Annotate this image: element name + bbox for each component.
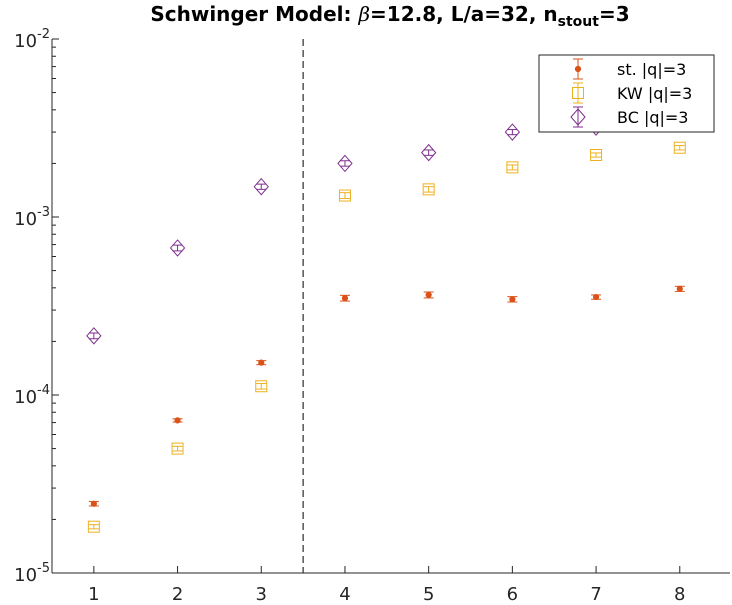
data-point <box>255 380 268 393</box>
data-point <box>258 359 265 366</box>
data-point <box>509 296 516 303</box>
series-dot <box>88 285 685 507</box>
data-point <box>421 143 437 162</box>
x-tick-label: 2 <box>172 584 183 605</box>
series-layer <box>86 114 688 533</box>
x-tick-label: 7 <box>590 584 601 605</box>
data-point <box>87 520 100 533</box>
data-point <box>341 295 349 302</box>
chart-title-beta: β <box>357 2 370 26</box>
chart-title: Schwinger Model: β=12.8, L/a=32, nstout=… <box>150 2 629 30</box>
data-point <box>592 293 600 301</box>
x-tick-label: 5 <box>423 584 434 605</box>
data-point <box>425 291 432 299</box>
legend-entry: KW |q|=3 <box>572 82 692 104</box>
axes-layer: 1 2 3 4 5 6 7 8 10-5 10-4 10-3 10-2 <box>14 27 730 605</box>
chart-title-part1: =12.8, L/a=32, n <box>370 2 558 26</box>
legend-marker <box>570 108 586 126</box>
legend: st. |q|=3 KW |q|=3 BC |q|=3 <box>538 54 715 133</box>
legend-entry: st. |q|=3 <box>573 58 686 80</box>
x-tick-label: 8 <box>674 584 685 605</box>
series-square <box>87 141 686 533</box>
y-tick-label: 10-3 <box>14 205 50 230</box>
legend-label: KW |q|=3 <box>617 84 692 103</box>
legend-marker <box>574 65 582 73</box>
chart-title-prefix: Schwinger Model: <box>150 2 358 26</box>
data-point <box>673 141 686 154</box>
legend-box <box>538 54 715 133</box>
data-point <box>504 123 521 141</box>
data-point <box>174 417 181 424</box>
data-point <box>171 442 184 455</box>
y-tick-label: 10-5 <box>14 561 50 586</box>
chart-title-subscript: stout <box>558 14 600 30</box>
data-point <box>422 183 435 196</box>
data-point <box>169 239 186 257</box>
legend-label: st. |q|=3 <box>617 60 686 79</box>
legend-marker <box>572 87 584 99</box>
x-tick-label: 1 <box>88 584 99 605</box>
data-point <box>337 154 353 173</box>
x-tick-label: 6 <box>507 584 518 605</box>
legend-label: BC |q|=3 <box>617 108 688 127</box>
x-tick-label: 4 <box>339 584 350 605</box>
data-point <box>590 149 603 162</box>
data-point <box>676 285 683 292</box>
data-point <box>90 500 97 507</box>
chart-title-part2: =3 <box>599 2 630 26</box>
legend-entry: BC |q|=3 <box>570 106 688 128</box>
x-tick-label: 3 <box>256 584 267 605</box>
data-point <box>338 189 351 202</box>
y-tick-label: 10-2 <box>14 27 50 52</box>
data-point <box>253 177 269 196</box>
y-tick-label: 10-4 <box>14 383 50 408</box>
data-point <box>86 327 102 345</box>
data-point <box>506 161 519 174</box>
